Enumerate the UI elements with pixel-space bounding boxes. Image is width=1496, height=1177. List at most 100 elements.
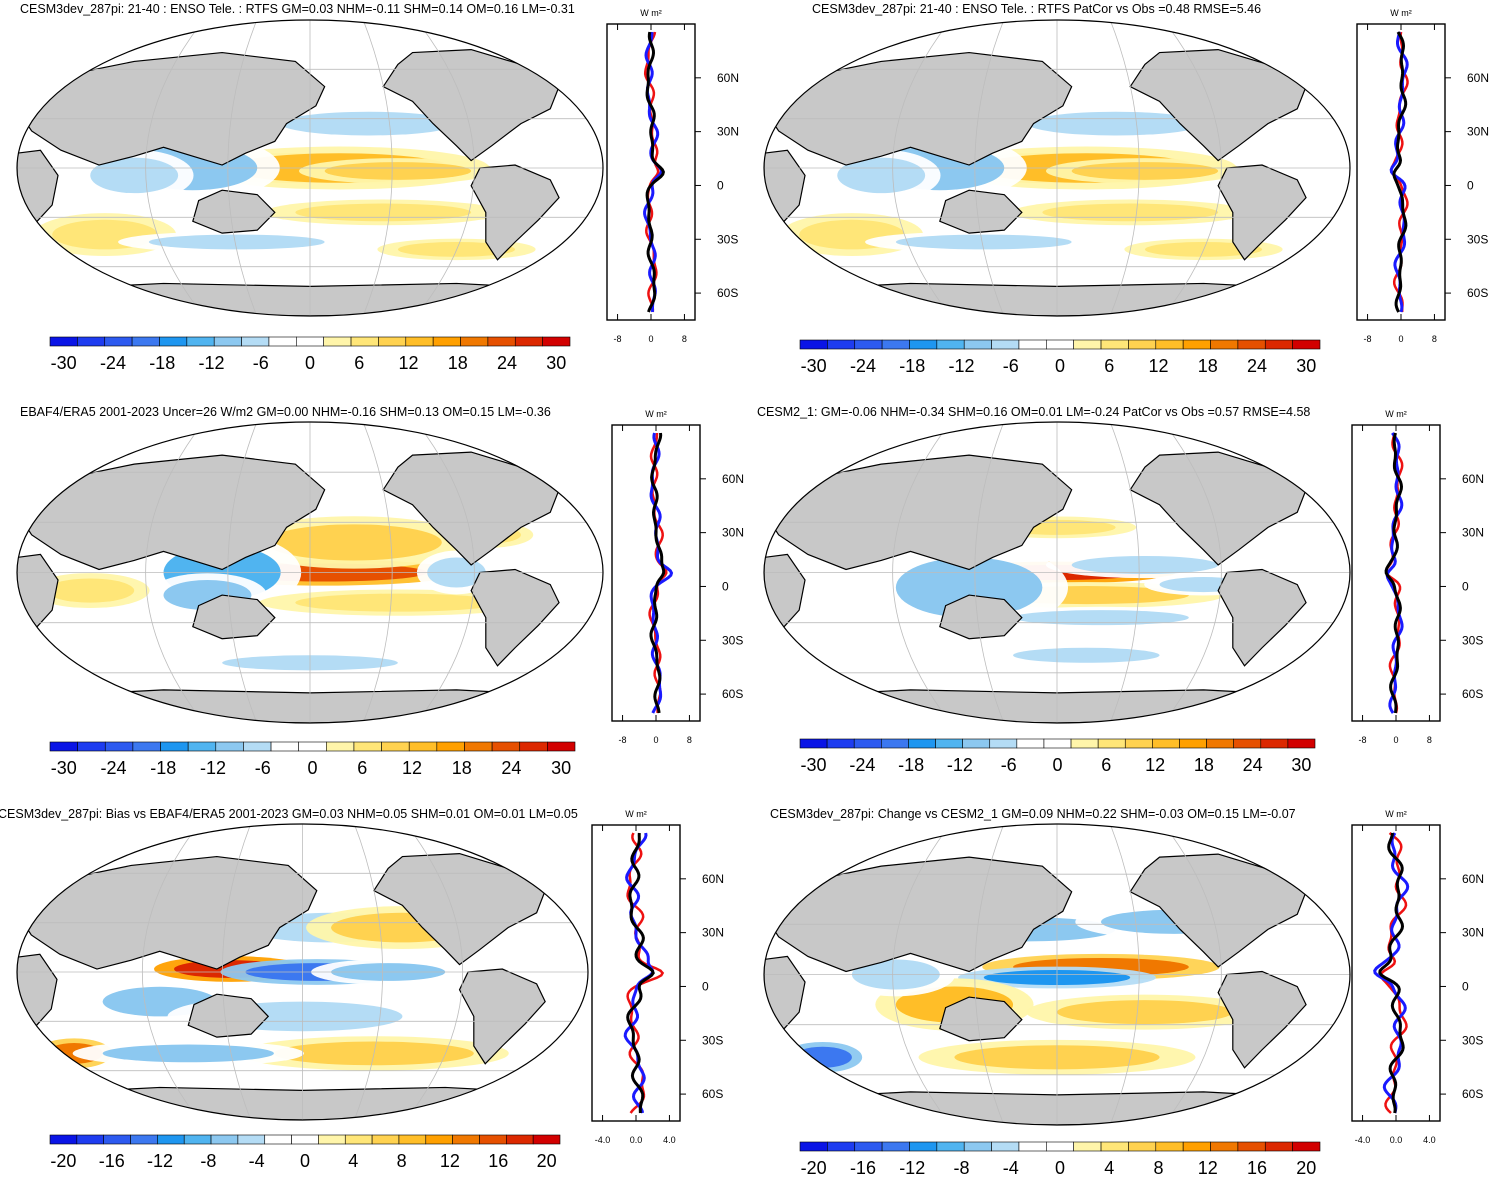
- zonal-series-line: [1373, 832, 1410, 1114]
- colorbar-swatch: [1210, 339, 1239, 350]
- field-blob-core: [295, 593, 501, 612]
- colorbar-tick-label: -16: [850, 1158, 876, 1177]
- continent: [192, 189, 276, 234]
- zonal-unit-label: W m²: [1385, 409, 1407, 419]
- colorbar-swatch: [270, 741, 299, 752]
- zonal-ytick-label: 60N: [1467, 71, 1489, 85]
- zonal-ytick-label: 30N: [1462, 926, 1484, 940]
- zonal-ytick-label: 0: [1462, 979, 1469, 993]
- continent: [764, 51, 1073, 166]
- zonal-series-line: [1378, 832, 1405, 1114]
- longitude-line: [227, 20, 258, 316]
- colorbar-swatch: [962, 738, 991, 749]
- colorbar-swatch: [991, 1141, 1020, 1152]
- colorbar-swatch: [827, 339, 856, 350]
- map-border: [16, 421, 604, 724]
- colorbar-swatch: [49, 1134, 78, 1145]
- colorbar-swatch: [1046, 339, 1074, 350]
- colorbar-swatch: [452, 1134, 480, 1145]
- colorbar-swatch: [104, 741, 134, 752]
- colorbar-swatch: [1073, 339, 1102, 350]
- colorbar-swatch: [1179, 738, 1207, 749]
- colorbar-tick-label: -18: [149, 353, 175, 373]
- zonal-ytick-label: 60S: [1462, 1087, 1483, 1101]
- colorbar-swatch: [243, 741, 272, 752]
- colorbar-tick-label: 8: [1154, 1158, 1164, 1177]
- colorbar-swatch: [799, 339, 828, 350]
- longitude-line: [142, 824, 200, 1120]
- zonal-xtick-label: 0: [1393, 735, 1398, 745]
- colorbar-tick-label: -30: [51, 353, 77, 373]
- zonal-ytick-label: 60S: [702, 1087, 723, 1101]
- zonal-series-line: [643, 31, 660, 313]
- zonal-plot-panel-3: W m² -8 0 8 60N 30N 0 30S 60S: [611, 409, 744, 745]
- colorbar-tick-label: 24: [497, 353, 517, 373]
- colorbar-swatch: [210, 1134, 239, 1145]
- field-blob-core: [1057, 1000, 1233, 1025]
- field-blob-core: [1042, 203, 1219, 222]
- colorbar-tick-label: -16: [99, 1151, 125, 1171]
- colorbar-tick-label: -8: [953, 1158, 969, 1177]
- zonal-ytick-label: 30S: [722, 633, 743, 647]
- colorbar-swatch: [130, 1134, 158, 1145]
- longitude-line: [1109, 824, 1140, 1125]
- colorbar-tick-label: -30: [801, 755, 827, 775]
- colorbar-tick-label: 30: [1296, 356, 1316, 376]
- map-panel-4: [763, 421, 1351, 724]
- longitude-line: [974, 824, 1005, 1125]
- zonal-ytick-label: 0: [1467, 178, 1474, 192]
- zonal-ytick-label: 30S: [1462, 633, 1483, 647]
- colorbar-swatch: [1100, 1141, 1129, 1152]
- colorbar-tick-label: 12: [1149, 356, 1169, 376]
- colorbar-panel-1: -30 -24 -18 -12 -6 0 6 12 18 24 30: [49, 336, 571, 373]
- colorbar-swatch: [1073, 1141, 1102, 1152]
- continent: [17, 454, 326, 571]
- colorbar-swatch: [350, 336, 379, 347]
- longitude-line: [353, 824, 383, 1120]
- longitude-line: [1163, 824, 1222, 1125]
- colorbar-swatch: [268, 336, 297, 347]
- colorbar-tick-label: 30: [546, 353, 566, 373]
- longitude-line: [145, 20, 204, 316]
- zonal-unit-label: W m²: [645, 409, 667, 419]
- zonal-xtick-label: 4.0: [663, 1135, 676, 1145]
- map-border: [763, 421, 1351, 724]
- field-blob-core: [324, 162, 472, 180]
- colorbar-swatch: [1124, 738, 1153, 749]
- longitude-line: [1109, 20, 1140, 316]
- zonal-xtick-label: -4.0: [1355, 1135, 1371, 1145]
- zonal-ytick-label: 60N: [1462, 472, 1484, 486]
- zonal-ytick-label: 30S: [702, 1033, 723, 1047]
- field-blob-core: [895, 234, 1072, 250]
- colorbar-swatch: [881, 1141, 910, 1152]
- zonal-unit-label: W m²: [640, 8, 662, 18]
- zonal-xtick-label: -8: [614, 334, 622, 344]
- continent: [1284, 433, 1337, 471]
- colorbar-swatch: [854, 1141, 883, 1152]
- colorbar-swatch: [909, 339, 938, 350]
- zonal-ytick-label: 30N: [1462, 526, 1484, 540]
- zonal-series-line: [1384, 432, 1404, 714]
- zonal-xtick-label: 8: [682, 334, 687, 344]
- map-body: [17, 422, 603, 723]
- colorbar-swatch: [799, 738, 828, 749]
- colorbar-tick-label: -20: [50, 1151, 76, 1171]
- longitude-line: [974, 20, 1005, 316]
- colorbar-swatch: [132, 741, 161, 752]
- longitude-line: [892, 824, 951, 1125]
- map-panel-3: [16, 421, 604, 724]
- colorbar-tick-label: -4: [1003, 1158, 1019, 1177]
- zonal-ytick-label: 0: [717, 178, 724, 192]
- map-border: [16, 19, 604, 317]
- map-body: [17, 824, 588, 1120]
- colorbar-swatch: [1100, 339, 1129, 350]
- panel-1-title: CESM3dev_287pi: 21-40 : ENSO Tele. : RTF…: [20, 2, 575, 16]
- colorbar-tick-label: -12: [947, 755, 973, 775]
- colorbar-tick-label: 6: [354, 353, 364, 373]
- zonal-xtick-label: 0.0: [630, 1135, 643, 1145]
- colorbar-swatch: [49, 336, 78, 347]
- zonal-xtick-label: 8: [1432, 334, 1437, 344]
- colorbar-swatch: [854, 339, 883, 350]
- map-border: [16, 823, 589, 1121]
- colorbar-swatch: [344, 1134, 373, 1145]
